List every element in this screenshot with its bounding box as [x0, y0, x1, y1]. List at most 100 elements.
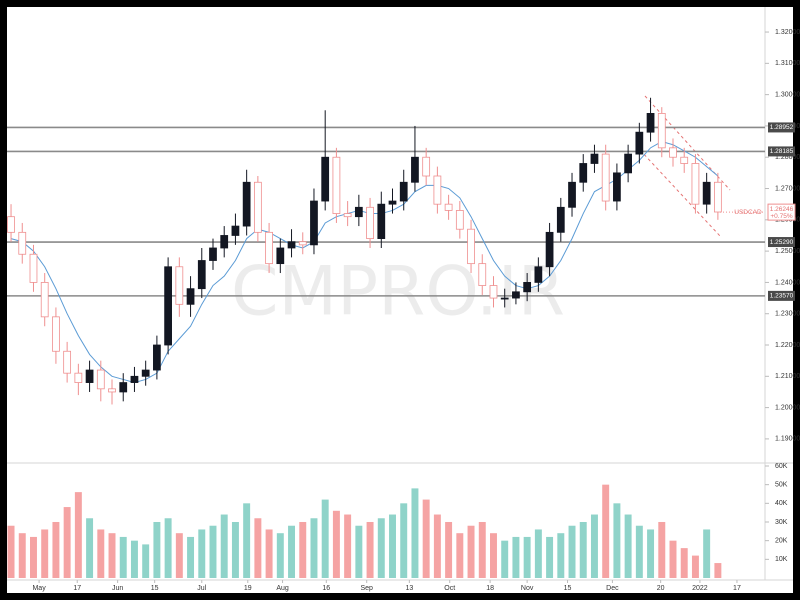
candle-body — [366, 206, 374, 239]
level-label: 1.28185 — [770, 148, 794, 155]
candle-body — [18, 231, 27, 255]
volume-bar — [74, 492, 82, 578]
x-tick-label: Jul — [197, 585, 206, 592]
level-tag — [768, 290, 795, 301]
volume-bar — [377, 518, 385, 578]
candle-body — [40, 282, 49, 318]
x-tick-label: 15 — [564, 585, 572, 592]
candle-body — [242, 181, 251, 227]
volume-bar — [602, 484, 610, 578]
x-tick-label: 15 — [151, 585, 159, 592]
candle-body — [231, 225, 240, 236]
candle-body — [253, 181, 262, 233]
candle-body — [489, 285, 498, 299]
volume-bar — [579, 521, 587, 578]
volume-bar — [175, 533, 183, 578]
candle-body — [422, 156, 431, 177]
volume-bar — [198, 529, 206, 578]
volume-bar — [590, 514, 598, 578]
volume-bar — [501, 540, 509, 578]
volume-bar — [97, 529, 105, 578]
candle-body — [478, 263, 487, 286]
x-tick-label: 16 — [322, 585, 330, 592]
volume-bar — [478, 521, 486, 578]
x-tick-label: Nov — [521, 585, 534, 592]
volume-bar — [130, 540, 138, 578]
volume-bar — [310, 518, 318, 578]
x-tick-label: 19 — [244, 585, 252, 592]
volume-tick-label: 60K — [775, 463, 788, 470]
candle-body — [321, 156, 330, 202]
x-tick-label: 2022 — [692, 585, 708, 592]
volume-bar — [321, 499, 329, 578]
candle-body — [175, 266, 184, 305]
candle-body — [579, 163, 588, 183]
y-tick-label: 1.20000 — [775, 404, 800, 411]
x-tick-label: May — [32, 585, 46, 592]
volume-bar — [445, 521, 453, 578]
x-tick-label: Dec — [606, 585, 619, 592]
candle-body — [141, 369, 150, 377]
moving-average — [10, 141, 719, 384]
volume-bar — [658, 521, 666, 578]
candle-body — [108, 388, 116, 393]
volume-bar — [546, 536, 554, 578]
volume-bar — [534, 529, 542, 578]
x-tick-label: Jun — [112, 585, 123, 592]
candle-body — [220, 235, 229, 249]
level-label: 1.28952 — [770, 124, 794, 131]
volume-bar — [344, 514, 352, 578]
volume-tick-label: 20K — [775, 538, 788, 545]
volume-bar — [52, 521, 60, 578]
y-tick-label: 1.32000 — [775, 29, 800, 36]
level-label: 1.23570 — [770, 293, 794, 300]
volume-bar — [299, 521, 307, 578]
candle-body — [119, 382, 128, 393]
last-price-tag — [767, 203, 796, 221]
volume-bar — [220, 514, 228, 578]
y-tick-label: 1.28000 — [775, 154, 800, 161]
candle-body — [354, 206, 363, 218]
candle-body — [388, 200, 397, 205]
candle-body — [377, 203, 386, 239]
candle-body — [29, 253, 38, 283]
volume-bar — [63, 507, 71, 578]
channel-line — [639, 149, 721, 237]
x-tick-label: 13 — [405, 585, 413, 592]
watermark: CMPRO.IR — [231, 253, 565, 332]
volume-bar — [635, 525, 643, 578]
volume-bar — [512, 536, 520, 578]
volume-bar — [613, 503, 621, 578]
candle-body — [52, 316, 60, 352]
x-tick-label: Sep — [360, 585, 373, 592]
volume-bar — [568, 525, 576, 578]
candle-body — [467, 228, 475, 265]
volume-bar — [7, 525, 15, 578]
volume-bar — [332, 510, 340, 578]
volume-tick-label: 10K — [775, 556, 788, 563]
candle-body — [500, 297, 509, 300]
volume-bar — [30, 536, 37, 578]
symbol-label: USDCAD — [734, 209, 762, 216]
candle-body — [164, 266, 172, 346]
candle-body — [265, 231, 273, 265]
volume-bar — [254, 518, 262, 578]
candle-body — [287, 241, 296, 249]
candle-body — [343, 213, 352, 218]
volume-bar — [433, 514, 441, 578]
volume-bar — [288, 525, 296, 578]
change-label: +0.75% — [770, 213, 792, 220]
volume-bar — [422, 499, 430, 578]
volume-bar — [209, 525, 217, 578]
candle-body — [613, 172, 621, 202]
y-tick-label: 1.24000 — [775, 279, 800, 286]
x-tick-label: Oct — [444, 585, 455, 592]
level-tag — [768, 146, 795, 157]
volume-tick-label: 30K — [775, 519, 788, 526]
candle-body — [646, 113, 655, 133]
y-tick-label: 1.31000 — [775, 60, 800, 67]
volume-bar — [557, 533, 565, 578]
candle-body — [399, 181, 408, 202]
x-tick-label: 20 — [657, 585, 665, 592]
